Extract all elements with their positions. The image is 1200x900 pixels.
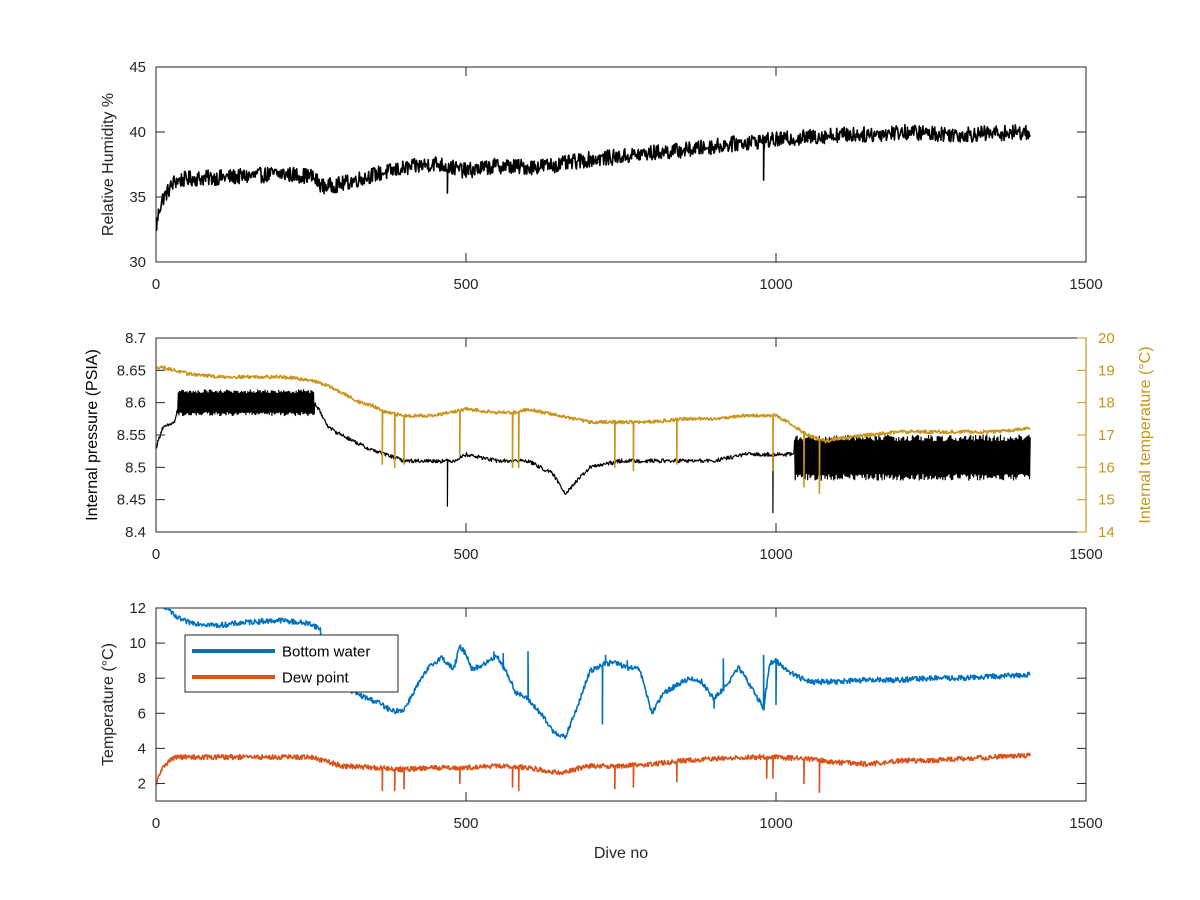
internal-temperature-y-axis-label: Internal temperature (°C) (1137, 346, 1154, 523)
legend-box (184, 634, 399, 693)
temperature-y-tick-label: 12 (129, 600, 146, 617)
pressure-y-tick-label: 8.6 (125, 395, 146, 412)
pressure-plot-area (155, 337, 1087, 533)
humidity-panel: 0 500 1000 1500 30 35 40 45 Relative Humidity % (100, 59, 1103, 293)
humidity-plot-area (155, 66, 1087, 263)
humidity-y-tick-label: 40 (129, 124, 146, 141)
temperature-x-tick-label: 0 (152, 815, 160, 832)
pressure-y-axis-label: Internal pressure (PSIA) (84, 349, 101, 521)
temperature-y-axis-label: Temperature (°C) (100, 643, 117, 766)
humidity-series-layer (156, 123, 1031, 231)
temperature-x-tick-label: 1000 (759, 815, 792, 832)
temperature-y-tick-label: 6 (138, 705, 146, 722)
temperature-y-tick-label: 4 (138, 740, 146, 757)
pressure-y-tick-label: 8.55 (117, 427, 146, 444)
internal-temperature-series (156, 365, 1031, 494)
temperature-x-tick-label: 500 (453, 815, 478, 832)
internal-temperature-y-tick-label: 20 (1098, 330, 1115, 347)
temperature-x-tick-label: 1500 (1069, 815, 1102, 832)
humidity-x-tick-label: 0 (152, 276, 160, 293)
legend-label-bottom-water: Bottom water (282, 644, 370, 661)
pressure-y-tick-label: 8.5 (125, 459, 146, 476)
humidity-tick-layer: 0 500 1000 1500 30 35 40 45 (129, 59, 1102, 293)
pressure-x-tick-label: 1500 (1069, 546, 1102, 563)
pressure-temperature-panel: 0 500 1000 1500 8.4 8.45 8.5 8.55 8.6 8.65 8.7 14 15… (84, 330, 1154, 563)
x-axis-label: Dive no (594, 845, 648, 862)
internal-temperature-y-tick-label: 16 (1098, 459, 1115, 476)
humidity-x-tick-label: 1000 (759, 276, 792, 293)
pressure-tick-layer: 0 500 1000 1500 8.4 8.45 8.5 8.55 8.6 8.65 8.7 14 15… (117, 330, 1115, 563)
humidity-y-tick-label: 35 (129, 189, 146, 206)
internal-temperature-y-tick-label: 18 (1098, 395, 1115, 412)
humidity-series (156, 123, 1031, 231)
legend-label-dew-point: Dew point (282, 670, 350, 687)
pressure-y-tick-label: 8.4 (125, 524, 146, 541)
pressure-x-tick-label: 500 (453, 546, 478, 563)
humidity-y-tick-label: 45 (129, 59, 146, 76)
temperature-y-tick-label: 10 (129, 635, 146, 652)
internal-temperature-y-tick-label: 15 (1098, 492, 1115, 509)
humidity-x-tick-label: 500 (453, 276, 478, 293)
humidity-y-axis-label: Relative Humidity % (100, 93, 117, 236)
pressure-y-tick-label: 8.7 (125, 330, 146, 347)
temperature-series-layer (156, 608, 1031, 794)
bottom-water-series (163, 608, 1031, 740)
internal-temperature-y-tick-label: 14 (1098, 524, 1115, 541)
dew-point-series (156, 752, 1031, 794)
pressure-temperature-series-layer (156, 365, 1031, 514)
temperature-y-tick-label: 8 (138, 670, 146, 687)
temperature-panel: 0 500 1000 1500 2 4 6 8 10 12 Temperature (°C) Di… (100, 600, 1103, 862)
pressure-y-tick-label: 8.45 (117, 492, 146, 509)
pressure-y-tick-label: 8.65 (117, 362, 146, 379)
internal-temperature-y-tick-label: 19 (1098, 362, 1115, 379)
temperature-tick-layer: 0 500 1000 1500 2 4 6 8 10 12 (129, 600, 1102, 832)
pressure-x-tick-label: 1000 (759, 546, 792, 563)
pressure-series (156, 389, 1031, 514)
legend: Bottom water Dew point (184, 634, 399, 693)
internal-temperature-y-tick-label: 17 (1098, 427, 1115, 444)
temperature-y-tick-label: 2 (138, 775, 146, 792)
humidity-x-tick-label: 1500 (1069, 276, 1102, 293)
pressure-x-tick-label: 0 (152, 546, 160, 563)
humidity-y-tick-label: 30 (129, 254, 146, 271)
